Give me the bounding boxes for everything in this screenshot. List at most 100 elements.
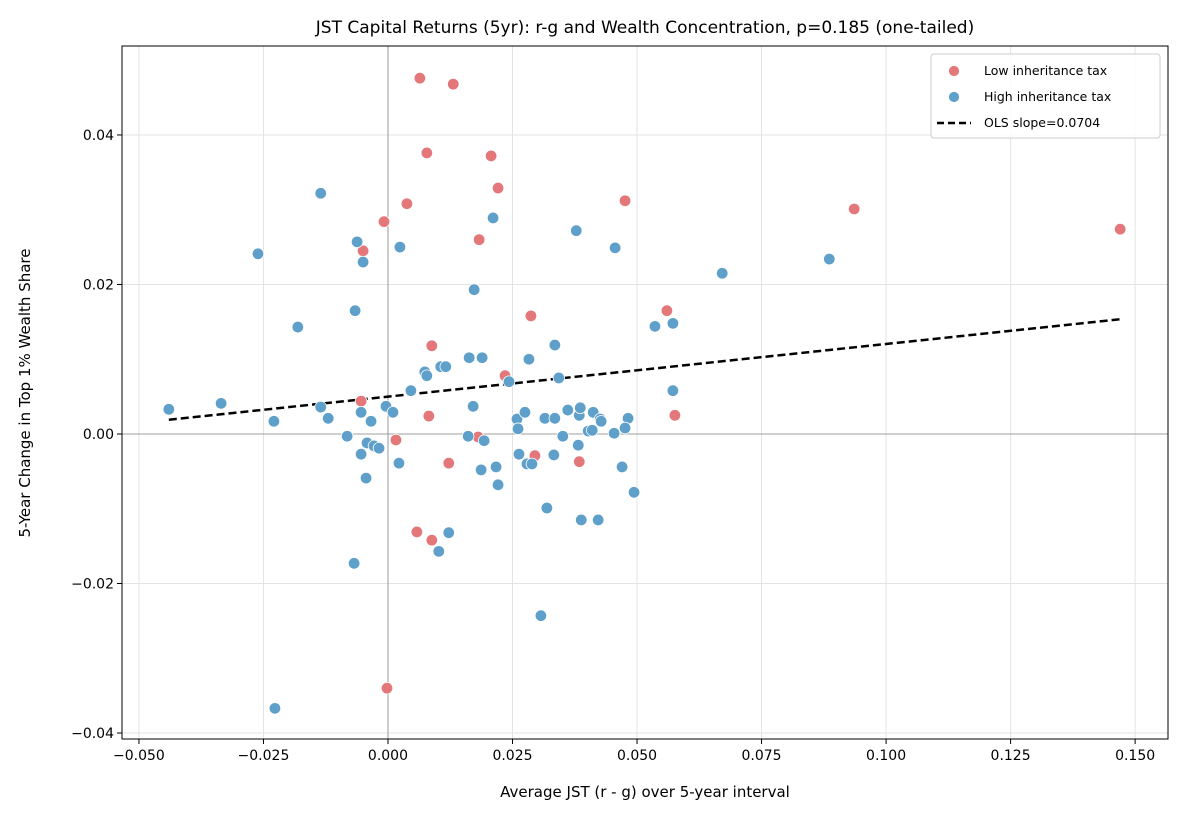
legend-label-high-tax: High inheritance tax [984,89,1111,104]
point-high-inheritance-tax [666,384,680,397]
point-high-inheritance-tax [548,412,562,425]
point-high-inheritance-tax [666,317,680,330]
point-high-inheritance-tax [392,456,406,470]
point-high-inheritance-tax [267,415,281,428]
point-low-inheritance-tax [668,409,682,422]
point-low-inheritance-tax [413,71,427,85]
point-low-inheritance-tax [660,304,674,317]
legend: Low inheritance tax High inheritance tax… [930,53,1161,139]
point-high-inheritance-tax [552,371,566,385]
point-high-inheritance-tax [586,424,599,437]
legend-marker-low-tax [948,65,960,77]
point-high-inheritance-tax [372,441,386,455]
point-high-inheritance-tax [486,211,500,225]
point-low-inheritance-tax [447,77,460,91]
point-high-inheritance-tax [420,369,434,382]
point-high-inheritance-tax [214,397,228,410]
x-tick-label: 0.000 [368,748,408,764]
point-high-inheritance-tax [404,384,418,397]
point-high-inheritance-tax [386,406,400,419]
x-tick-label: −0.050 [113,748,165,764]
point-high-inheritance-tax [314,187,327,200]
y-axis-label: 5-Year Change in Top 1% Wealth Share [16,249,34,538]
x-tick-label: 0.150 [1115,748,1155,764]
point-high-inheritance-tax [340,430,354,443]
point-high-inheritance-tax [251,247,265,261]
point-low-inheritance-tax [618,194,632,207]
point-low-inheritance-tax [422,409,436,423]
point-high-inheritance-tax [518,406,532,419]
point-high-inheritance-tax [548,338,562,352]
point-high-inheritance-tax [575,513,588,527]
point-high-inheritance-tax [607,427,621,440]
point-high-inheritance-tax [522,353,536,366]
point-high-inheritance-tax [618,421,632,435]
point-high-inheritance-tax [608,241,622,255]
point-low-inheritance-tax [389,433,403,447]
point-high-inheritance-tax [162,403,176,416]
point-high-inheritance-tax [491,478,505,492]
x-tick-label: 0.050 [617,748,657,764]
point-high-inheritance-tax [477,434,491,447]
point-high-inheritance-tax [570,224,583,237]
point-low-inheritance-tax [377,215,391,228]
legend-label-ols: OLS slope=0.0704 [984,115,1100,130]
legend-box [930,53,1161,139]
point-high-inheritance-tax [359,471,373,485]
y-tick-label: −0.04 [71,726,114,742]
point-low-inheritance-tax [425,533,439,547]
plot-frame [121,45,1169,740]
point-low-inheritance-tax [484,149,498,163]
point-low-inheritance-tax [425,339,439,352]
legend-marker-high-tax [948,91,960,103]
point-low-inheritance-tax [400,197,414,210]
point-high-inheritance-tax [574,401,587,415]
y-ticks: −0.04 −0.02 0.00 0.02 0.04 [71,128,122,742]
point-high-inheritance-tax [502,375,516,388]
ols-line-group [168,318,1121,422]
chart-title: JST Capital Returns (5yr): r-g and Wealt… [315,18,974,38]
point-high-inheritance-tax [354,447,368,461]
point-high-inheritance-tax [291,320,305,334]
point-low-inheritance-tax [354,394,368,408]
point-high-inheritance-tax [823,252,836,266]
point-high-inheritance-tax [561,403,574,417]
zero-lines [122,46,1168,739]
point-high-inheritance-tax [364,415,378,428]
y-tick-label: −0.02 [71,577,114,593]
point-high-inheritance-tax [356,255,370,269]
point-low-inheritance-tax [442,456,455,470]
point-high-inheritance-tax [591,513,605,527]
point-high-inheritance-tax [347,557,361,570]
x-tick-label: 0.100 [866,748,906,764]
point-high-inheritance-tax [314,400,327,414]
y-tick-label: 0.00 [83,427,114,443]
point-high-inheritance-tax [393,240,407,254]
legend-label-low-tax: Low inheritance tax [984,63,1107,78]
point-high-inheritance-tax [525,457,539,471]
point-high-inheritance-tax [348,304,362,317]
grid [122,46,1168,739]
point-high-inheritance-tax [475,351,489,364]
x-tick-label: 0.125 [991,748,1031,764]
point-high-inheritance-tax [474,463,488,477]
ols-fit-line [168,318,1121,422]
y-tick-label: 0.04 [83,128,114,144]
point-high-inheritance-tax [511,422,525,435]
x-ticks: −0.050 −0.025 0.000 0.025 0.050 0.075 0.100 0.1… [113,739,1155,764]
point-low-inheritance-tax [380,681,394,695]
point-high-inheritance-tax [439,360,452,373]
point-low-inheritance-tax [420,146,434,160]
x-tick-label: 0.025 [492,748,532,764]
point-high-inheritance-tax [512,447,526,461]
point-high-inheritance-tax [534,609,548,622]
point-high-inheritance-tax [442,526,455,539]
x-tick-label: 0.075 [742,748,782,764]
point-high-inheritance-tax [489,460,503,474]
point-low-inheritance-tax [573,455,586,468]
point-high-inheritance-tax [572,439,585,452]
point-high-inheritance-tax [354,406,368,419]
point-high-inheritance-tax [540,501,554,515]
point-high-inheritance-tax [716,267,729,280]
